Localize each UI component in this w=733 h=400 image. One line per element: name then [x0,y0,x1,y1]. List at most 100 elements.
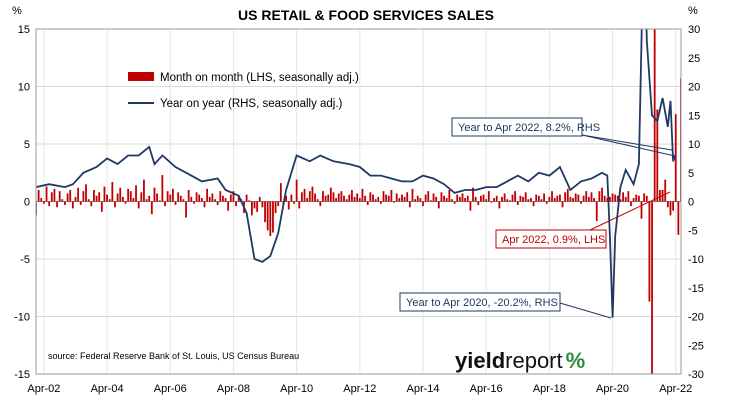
left-tick-label: -10 [14,312,30,324]
right-tick-label: 5 [688,168,694,180]
mom-bar [566,188,569,202]
mom-bar [516,201,519,205]
right-tick-label: 15 [688,110,700,122]
right-tick-label: 30 [688,24,700,36]
mom-bar [232,191,235,202]
left-axis-unit: % [12,5,22,17]
mom-bar [382,191,385,202]
mom-bar [324,195,327,202]
mom-bar [472,187,474,202]
right-tick-label: 25 [688,53,700,65]
mom-bar [508,200,511,202]
annotation-yoy-apr2020-text: Year to Apr 2020, -20.2%, RHS [406,297,558,309]
mom-bar [480,195,482,202]
mom-bar [287,201,290,210]
annotation-yoy-apr2022-text: Year to Apr 2022, 8.2%, RHS [458,122,600,134]
left-tick-label: 0 [24,197,30,209]
mom-bar [637,195,640,202]
mom-bar [664,179,667,202]
mom-bar [327,194,330,202]
mom-bar [553,198,556,202]
legend: Month on month (LHS, seasonally adj.) Ye… [128,72,359,110]
mom-bar [482,194,485,202]
x-tick-label: Apr-10 [280,383,313,395]
mom-bar [50,192,53,202]
mom-bar [66,193,69,202]
mom-bar [443,195,445,202]
mom-bar [182,199,185,202]
mom-bar [219,191,222,202]
right-tick-label: 0 [688,197,694,209]
mom-bar [42,201,45,204]
mom-bar [285,195,288,202]
mom-bar [387,195,390,202]
mom-bar [558,194,561,202]
mom-bar [524,192,527,202]
mom-bar [377,196,380,202]
mom-bar [672,201,675,211]
mom-bar [366,201,369,205]
mom-bar [685,202,687,216]
mom-bar [45,186,48,202]
mom-bar [696,202,698,210]
mom-bar [340,191,343,202]
mom-bar [116,193,119,202]
mom-bar [448,190,451,202]
mom-bar [56,201,58,208]
mom-bar [427,191,430,202]
mom-bar [71,201,74,209]
mom-bar [440,192,443,202]
mom-bar [195,192,198,202]
right-axis: 30 25 20 15 10 5 0 -5 -10 -15 -20 -25 -30 [688,24,704,381]
mom-bar [453,201,456,204]
mom-bar [216,201,219,205]
mom-bar [361,188,364,202]
mom-bar [303,188,306,202]
mom-bar [551,191,553,202]
mom-bar [156,193,159,202]
mom-bar [514,191,517,202]
mom-bar [601,187,603,202]
mom-bar [103,186,106,202]
mom-bar [493,198,495,202]
mom-bar [322,191,324,202]
mom-bar [329,187,332,202]
mom-bar [630,201,632,207]
mom-bar [372,194,374,202]
mom-bar [506,199,509,202]
mom-bar [335,198,338,202]
mom-bar [153,187,156,202]
mom-bar [214,199,216,202]
mom-bar [527,199,530,202]
right-axis-unit: % [688,5,698,17]
mom-bar [632,198,635,202]
mom-bar [127,188,130,202]
mom-bar [266,201,269,231]
mom-bar [40,198,43,202]
mom-bar [395,193,398,202]
mom-bar [332,192,335,202]
mom-bar [561,201,564,208]
left-tick-label: -15 [14,369,30,381]
mom-bar [624,196,627,202]
mom-bar [614,194,617,202]
mom-bar [358,198,361,202]
mom-bar [651,201,653,374]
mom-bar [574,193,577,202]
mom-bar [64,201,66,205]
mom-bar [474,196,477,202]
mom-bar [137,201,140,209]
mom-bar [174,201,177,205]
right-tick-label: -30 [688,369,704,381]
mom-bar [456,194,459,202]
mom-bar [408,201,411,208]
mom-bar [712,183,714,201]
x-tick-label: Apr-14 [406,383,439,395]
mom-bar [598,191,601,202]
mom-bar [351,190,353,202]
mom-bar [461,193,464,202]
mom-bar [385,194,388,202]
mom-bar [616,195,619,202]
mom-bar [477,201,480,205]
mom-bar [369,192,372,202]
